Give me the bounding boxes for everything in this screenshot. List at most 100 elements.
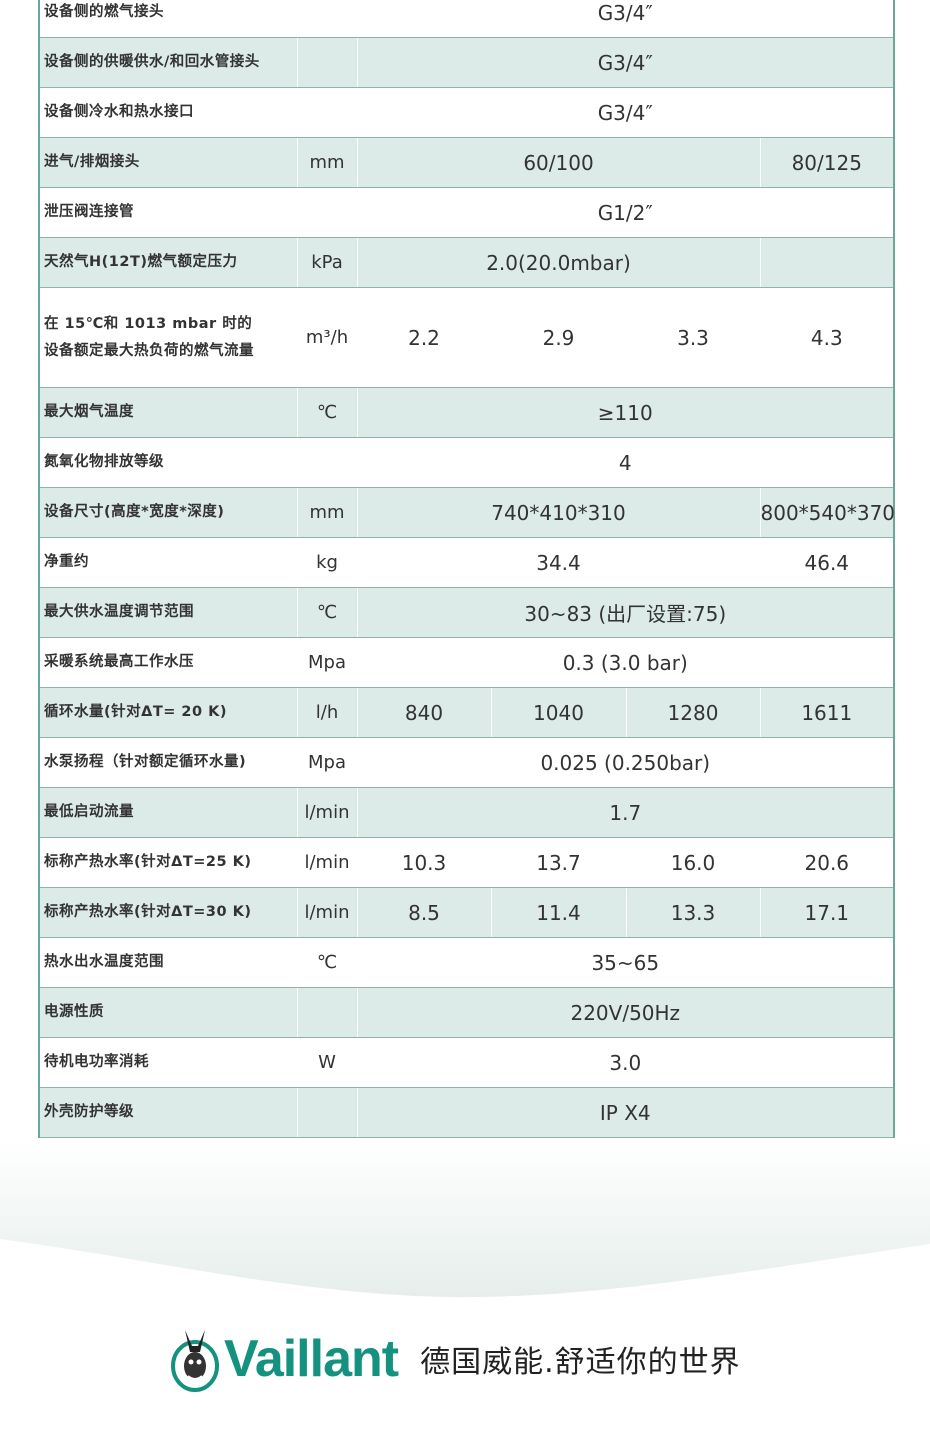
spec-label: 设备侧的供暖供水/和回水管接头 bbox=[38, 37, 298, 88]
spec-unit: l/h bbox=[296, 687, 358, 738]
spec-value: 4 bbox=[356, 437, 895, 488]
spec-value: 0.025 (0.250bar) bbox=[356, 737, 895, 788]
spec-label: 设备侧冷水和热水接口 bbox=[38, 87, 298, 138]
spec-value: G3/4″ bbox=[356, 0, 895, 38]
table-row: 在 15℃和 1013 mbar 时的 设备额定最大热负荷的燃气流量 m³/h 2.… bbox=[38, 287, 895, 388]
spec-unit: m³/h bbox=[296, 287, 358, 388]
spec-label: 最大烟气温度 bbox=[38, 387, 298, 438]
spec-unit: mm bbox=[296, 487, 358, 538]
spec-label: 天然气H(12T)燃气额定压力 bbox=[38, 237, 298, 288]
spec-value: 20.6 bbox=[759, 837, 895, 888]
table-row: 最低启动流量 l/min 1.7 bbox=[38, 787, 895, 838]
table-row: 循环水量(针对ΔT= 20 K) l/h 840 1040 1280 1611 bbox=[38, 687, 895, 738]
spec-value: 840 bbox=[356, 687, 492, 738]
spec-value: 1040 bbox=[490, 687, 627, 738]
spec-label: 氮氧化物排放等级 bbox=[38, 437, 298, 488]
spec-unit: ℃ bbox=[296, 587, 358, 638]
table-row: 设备侧冷水和热水接口 G3/4″ bbox=[38, 87, 895, 138]
spec-unit: W bbox=[296, 1037, 358, 1088]
spec-value: 11.4 bbox=[490, 887, 627, 938]
spec-value: 3.3 bbox=[625, 287, 761, 388]
spec-unit bbox=[296, 87, 358, 138]
spec-table: 设备侧的燃气接头 G3/4″ 设备侧的供暖供水/和回水管接头 G3/4″ 设备侧冷水和热… bbox=[38, 0, 896, 1138]
spec-value: 220V/50Hz bbox=[356, 987, 895, 1038]
spec-value: 60/100 bbox=[356, 137, 761, 188]
spec-unit: mm bbox=[296, 137, 358, 188]
spec-unit bbox=[296, 987, 358, 1038]
spec-value: 2.9 bbox=[490, 287, 627, 388]
table-row: 进气/排烟接头 mm 60/100 80/125 bbox=[38, 137, 895, 188]
table-row: 天然气H(12T)燃气额定压力 kPa 2.0(20.0mbar) bbox=[38, 237, 895, 288]
spec-unit bbox=[296, 0, 358, 38]
spec-label: 最低启动流量 bbox=[38, 787, 298, 838]
spec-unit: ℃ bbox=[296, 387, 358, 438]
table-row: 净重约 kg 34.4 46.4 bbox=[38, 537, 895, 588]
spec-label: 循环水量(针对ΔT= 20 K) bbox=[38, 687, 298, 738]
spec-value: G3/4″ bbox=[356, 37, 895, 88]
spec-value: IP X4 bbox=[356, 1087, 895, 1138]
spec-value: 34.4 bbox=[356, 537, 761, 588]
spec-value: 17.1 bbox=[759, 887, 895, 938]
spec-unit bbox=[296, 187, 358, 238]
spec-label: 泄压阀连接管 bbox=[38, 187, 298, 238]
spec-value: 2.2 bbox=[356, 287, 492, 388]
spec-value: 1.7 bbox=[356, 787, 895, 838]
spec-label: 净重约 bbox=[38, 537, 298, 588]
table-row: 设备尺寸(高度*宽度*深度) mm 740*410*310 800*540*370 bbox=[38, 487, 895, 538]
table-row: 水泵扬程（针对额定循环水量) Mpa 0.025 (0.250bar) bbox=[38, 737, 895, 788]
spec-unit: l/min bbox=[296, 787, 358, 838]
spec-value: 8.5 bbox=[356, 887, 492, 938]
table-row: 电源性质 220V/50Hz bbox=[38, 987, 895, 1038]
brand-name: Vaillant bbox=[224, 1330, 399, 1388]
table-row: 待机电功率消耗 W 3.0 bbox=[38, 1037, 895, 1088]
spec-value: 800*540*370 bbox=[759, 487, 895, 538]
table-row: 设备侧的供暖供水/和回水管接头 G3/4″ bbox=[38, 37, 895, 88]
slogan: 德国威能.舒适你的世界 bbox=[420, 1345, 741, 1380]
table-row: 外壳防护等级 IP X4 bbox=[38, 1087, 895, 1138]
spec-unit: Mpa bbox=[296, 737, 358, 788]
table-row: 标称产热水率(针对ΔT=30 K) l/min 8.5 11.4 13.3 17.1 bbox=[38, 887, 895, 938]
spec-value: 16.0 bbox=[625, 837, 761, 888]
spec-value: 30~83 (出厂设置:75) bbox=[356, 587, 895, 638]
spec-value: 1280 bbox=[625, 687, 761, 738]
spec-label: 进气/排烟接头 bbox=[38, 137, 298, 188]
spec-value: 13.3 bbox=[625, 887, 761, 938]
spec-value bbox=[759, 237, 895, 288]
table-row: 最大供水温度调节范围 ℃ 30~83 (出厂设置:75) bbox=[38, 587, 895, 638]
spec-label: 标称产热水率(针对ΔT=25 K) bbox=[38, 837, 298, 888]
spec-value: 3.0 bbox=[356, 1037, 895, 1088]
table-row: 设备侧的燃气接头 G3/4″ bbox=[38, 0, 895, 38]
spec-unit: ℃ bbox=[296, 937, 358, 988]
spec-value: 2.0(20.0mbar) bbox=[356, 237, 761, 288]
spec-label: 在 15℃和 1013 mbar 时的 设备额定最大热负荷的燃气流量 bbox=[38, 287, 298, 388]
vaillant-logo: Vaillant 德国威能.舒适你的世界 bbox=[170, 1326, 741, 1392]
spec-label: 电源性质 bbox=[38, 987, 298, 1038]
table-row: 标称产热水率(针对ΔT=25 K) l/min 10.3 13.7 16.0 20.6 bbox=[38, 837, 895, 888]
wave-background bbox=[0, 1139, 930, 1443]
spec-value: 13.7 bbox=[490, 837, 627, 888]
spec-label: 外壳防护等级 bbox=[38, 1087, 298, 1138]
table-row: 氮氧化物排放等级 4 bbox=[38, 437, 895, 488]
spec-unit bbox=[296, 37, 358, 88]
spec-value: 35~65 bbox=[356, 937, 895, 988]
spec-value: 10.3 bbox=[356, 837, 492, 888]
spec-unit bbox=[296, 437, 358, 488]
spec-unit: kg bbox=[296, 537, 358, 588]
spec-label: 设备尺寸(高度*宽度*深度) bbox=[38, 487, 298, 538]
hare-emblem-icon bbox=[171, 1330, 219, 1392]
table-row: 泄压阀连接管 G1/2″ bbox=[38, 187, 895, 238]
spec-unit: l/min bbox=[296, 837, 358, 888]
table-row: 最大烟气温度 ℃ ≥110 bbox=[38, 387, 895, 438]
spec-value: 1611 bbox=[759, 687, 895, 738]
spec-unit: Mpa bbox=[296, 637, 358, 688]
spec-label: 待机电功率消耗 bbox=[38, 1037, 298, 1088]
spec-unit: l/min bbox=[296, 887, 358, 938]
spec-label: 热水出水温度范围 bbox=[38, 937, 298, 988]
spec-label: 设备侧的燃气接头 bbox=[38, 0, 298, 38]
spec-label: 采暖系统最高工作水压 bbox=[38, 637, 298, 688]
spec-label: 水泵扬程（针对额定循环水量) bbox=[38, 737, 298, 788]
spec-value: 0.3 (3.0 bar) bbox=[356, 637, 895, 688]
spec-value: G3/4″ bbox=[356, 87, 895, 138]
spec-unit: kPa bbox=[296, 237, 358, 288]
table-row: 采暖系统最高工作水压 Mpa 0.3 (3.0 bar) bbox=[38, 637, 895, 688]
